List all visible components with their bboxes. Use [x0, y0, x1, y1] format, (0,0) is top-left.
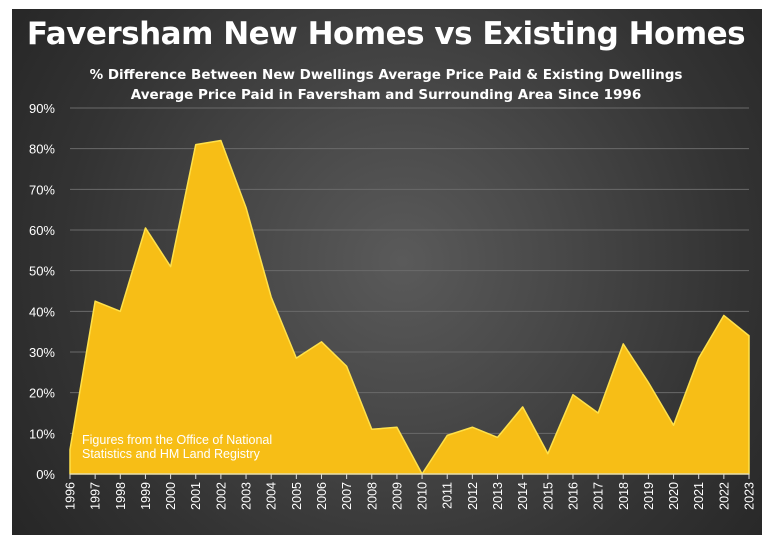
source-note-line-2: Statistics and HM Land Registry	[82, 447, 260, 461]
x-tick-label: 2014	[516, 482, 530, 510]
x-tick-label: 2011	[441, 482, 455, 509]
x-tick-label: 2007	[340, 482, 354, 510]
y-tick-label: 60%	[29, 223, 55, 238]
y-tick-label: 20%	[29, 386, 55, 401]
x-tick-label: 2008	[365, 482, 379, 510]
x-tick-label: 2016	[566, 482, 580, 510]
x-tick-label: 2006	[315, 482, 329, 510]
x-tick-label: 2003	[240, 482, 254, 510]
x-tick-label: 2017	[592, 482, 606, 510]
y-tick-label: 40%	[29, 304, 55, 319]
x-tick-label: 1996	[64, 482, 78, 510]
x-tick-label: 2020	[667, 482, 681, 510]
x-tick-label: 2023	[743, 482, 757, 510]
source-note: Figures from the Office of National Stat…	[82, 433, 272, 461]
y-tick-label: 80%	[29, 142, 55, 157]
x-tick-label: 2004	[265, 482, 279, 510]
x-tick-label: 2019	[642, 482, 656, 510]
chart-subtitle-line-2: Average Price Paid in Faversham and Surr…	[130, 87, 642, 103]
x-tick-label: 2015	[541, 482, 555, 510]
x-tick-label: 2010	[416, 482, 430, 510]
x-tick-label: 2018	[617, 482, 631, 510]
y-tick-label: 90%	[29, 101, 55, 116]
x-tick-label: 2000	[164, 482, 178, 510]
source-note-line-1: Figures from the Office of National	[82, 433, 273, 447]
y-tick-label: 10%	[29, 426, 55, 441]
x-tick-label: 2012	[466, 482, 480, 510]
x-tick-label: 1998	[114, 482, 128, 510]
x-tick-label: 2001	[189, 482, 203, 510]
x-tick-label: 2021	[692, 482, 706, 510]
area-series	[69, 139, 750, 475]
x-tick-label: 1999	[139, 482, 153, 510]
x-tick-label: 2022	[717, 482, 731, 510]
x-tick-label: 2013	[491, 482, 505, 510]
y-tick-label: 50%	[29, 264, 55, 279]
x-tick-label: 2002	[214, 482, 228, 510]
y-tick-label: 30%	[29, 345, 55, 360]
x-tick-label: 1997	[89, 482, 103, 510]
chart-title: Faversham New Homes vs Existing Homes	[26, 16, 746, 52]
chart-subtitle-line-1: % Difference Between New Dwellings Avera…	[89, 67, 683, 83]
y-tick-label: 70%	[29, 182, 55, 197]
x-tick-label: 2009	[390, 482, 404, 510]
x-tick-label: 2005	[290, 482, 304, 510]
y-tick-label: 0%	[36, 467, 55, 482]
